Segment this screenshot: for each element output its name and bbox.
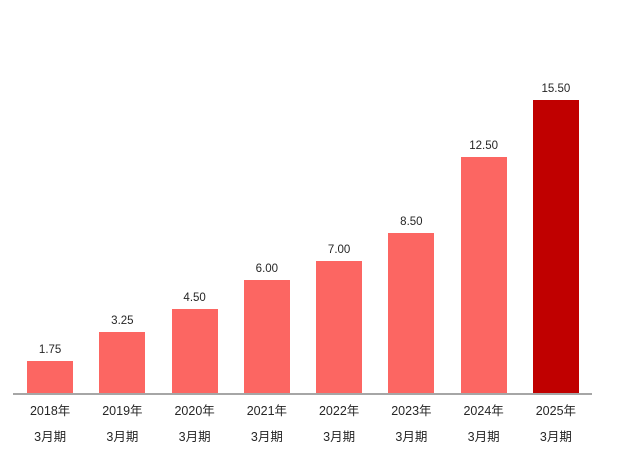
x-axis-label-line2: 3月期 [250, 430, 283, 444]
x-axis-label-line2: 3月期 [539, 430, 572, 444]
bar-column: 6.00 [231, 263, 303, 394]
bar-value-label: 12.50 [469, 139, 499, 152]
bar-column: 12.50 [448, 139, 520, 394]
bar [27, 360, 74, 394]
plot-area: 1.75 3.25 4.50 6.00 7.00 8.50 12.50 15.50 [14, 54, 592, 394]
x-axis-labels: 2018年 3月期 2019年 3月期 2020年 3月期 2021年 3月期 2022年 3月期… [14, 398, 592, 450]
x-axis-label-line2: 3月期 [395, 430, 428, 444]
x-axis-label-line2: 3月期 [323, 430, 356, 444]
bar-value-label: 8.50 [400, 215, 423, 228]
bar [532, 99, 579, 394]
x-axis-label: 2024年 3月期 [448, 398, 520, 450]
x-axis-line [13, 393, 592, 395]
bar-value-label: 1.75 [38, 343, 62, 356]
bar-value-label: 15.50 [541, 82, 571, 95]
bar-column: 7.00 [303, 244, 375, 394]
bar [388, 232, 435, 394]
bar [243, 280, 290, 394]
bar-value-label: 7.00 [327, 244, 351, 256]
bar-value-label: 6.00 [255, 263, 279, 275]
bar [171, 308, 218, 394]
x-axis-label-line2: 3月期 [106, 430, 139, 444]
bar [460, 156, 507, 394]
x-axis-label-line1: 2021年 [246, 404, 288, 418]
bar-column: 4.50 [159, 291, 231, 394]
bar-column: 15.50 [520, 82, 592, 394]
x-axis-label-line1: 2024年 [463, 404, 504, 418]
x-axis-label: 2019年 3月期 [86, 398, 158, 450]
x-axis-label-line1: 2023年 [391, 404, 432, 418]
x-axis-label: 2025年 3月期 [520, 398, 592, 450]
bar-column: 8.50 [375, 215, 447, 394]
x-axis-label: 2022年 3月期 [303, 398, 375, 450]
x-axis-label-line1: 2018年 [29, 404, 71, 418]
x-axis-label-line1: 2025年 [535, 404, 577, 418]
x-axis-label: 2020年 3月期 [159, 398, 231, 450]
bar-column: 1.75 [14, 344, 86, 394]
bar-value-label: 4.50 [183, 291, 206, 304]
x-axis-label-line2: 3月期 [178, 430, 211, 444]
x-axis-label-line1: 2022年 [318, 404, 360, 418]
bar-value-label: 3.25 [111, 315, 134, 328]
x-axis-label-line2: 3月期 [467, 430, 500, 444]
x-axis-label: 2021年 3月期 [231, 398, 303, 450]
bar [99, 332, 146, 394]
x-axis-label: 2018年 3月期 [14, 398, 86, 450]
x-axis-label-line2: 3月期 [34, 430, 67, 444]
bar [316, 261, 363, 394]
x-axis-label-line1: 2019年 [102, 404, 143, 418]
x-axis-label: 2023年 3月期 [375, 398, 447, 450]
x-axis-label-line1: 2020年 [174, 404, 215, 418]
bar-column: 3.25 [86, 315, 158, 394]
